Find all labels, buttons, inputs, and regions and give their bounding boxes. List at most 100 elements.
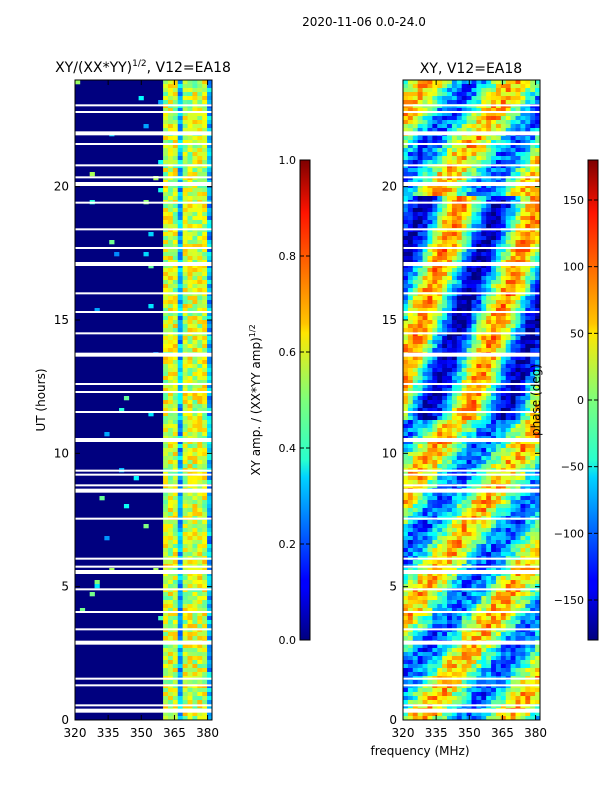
- right-heatmap-cell: [520, 304, 526, 309]
- left-heatmap-cell: [192, 204, 198, 209]
- left-heatmap-cell: [167, 184, 174, 189]
- left-heatmap-cell: [163, 460, 169, 465]
- left-heatmap-cell: [192, 324, 198, 329]
- left-heatmap-cell: [192, 116, 198, 121]
- left-heatmap-cell: [177, 188, 183, 193]
- right-heatmap-cell: [451, 496, 458, 501]
- left-heatmap-cell: [172, 140, 179, 145]
- left-heatmap-cell: [177, 632, 183, 637]
- right-heatmap-cell: [505, 388, 511, 393]
- right-heatmap-cell: [407, 124, 414, 129]
- right-heatmap-cell: [515, 524, 521, 529]
- right-heatmap-cell: [486, 256, 492, 261]
- right-heatmap-cell: [515, 504, 521, 509]
- right-heatmap-cell: [456, 400, 463, 405]
- right-heatmap-cell: [476, 204, 482, 209]
- right-heatmap-cell: [456, 376, 463, 381]
- right-heatmap-cell: [505, 184, 511, 189]
- left-heatmap-cell: [182, 612, 188, 617]
- right-heatmap-cell: [495, 340, 502, 345]
- right-heatmap-cell: [437, 312, 443, 317]
- right-heatmap-cell: [447, 212, 453, 217]
- left-heatmap-cell: [202, 296, 208, 301]
- left-heatmap-cell: [172, 400, 179, 405]
- right-heatmap-cell: [476, 312, 482, 317]
- left-heatmap-cell: [182, 108, 188, 113]
- right-heatmap-cell: [535, 120, 541, 125]
- left-heatmap-cell: [207, 404, 213, 409]
- right-heatmap-cell: [476, 84, 482, 89]
- right-heatmap-cell: [422, 540, 428, 545]
- right-heatmap-cell: [495, 84, 502, 89]
- right-heatmap-cell: [427, 184, 433, 189]
- right-heatmap-cell: [525, 416, 531, 421]
- right-heatmap-cell: [447, 344, 453, 349]
- right-heatmap-cell: [500, 376, 507, 381]
- left-heatmap-cell: [187, 592, 193, 597]
- right-heatmap-cell: [535, 388, 541, 393]
- right-heatmap-cell: [461, 540, 467, 545]
- left-heatmap-cell: [202, 512, 208, 517]
- right-heatmap-cell: [491, 320, 497, 325]
- right-heatmap-cell: [476, 148, 482, 153]
- left-heatmap-cell: [163, 508, 169, 513]
- right-heatmap-cell: [486, 508, 492, 513]
- right-heatmap-cell: [476, 240, 482, 245]
- left-heatmap-cell: [187, 420, 193, 425]
- right-heatmap-cell: [510, 372, 516, 377]
- right-heatmap-cell: [442, 388, 448, 393]
- right-heatmap-cell: [505, 112, 511, 117]
- left-heatmap-cell: [182, 476, 188, 481]
- right-heatmap-cell: [486, 148, 492, 153]
- right-heatmap-cell: [491, 316, 497, 321]
- right-heatmap-cell: [515, 340, 521, 345]
- left-heatmap-cell: [197, 652, 203, 657]
- left-heatmap-cell: [197, 480, 203, 485]
- right-heatmap-cell: [466, 96, 472, 101]
- left-heatmap-cell: [172, 392, 179, 397]
- right-heatmap-cell: [515, 356, 521, 361]
- right-heatmap-cell: [407, 280, 414, 285]
- right-heatmap-cell: [412, 140, 418, 145]
- right-heatmap-cell: [476, 420, 482, 425]
- left-heatmap-cell: [207, 88, 213, 93]
- left-heatmap-cell: [163, 232, 169, 237]
- right-heatmap-cell: [417, 480, 423, 485]
- left-heatmap-cell: [172, 548, 179, 553]
- right-heatmap-cell: [403, 208, 409, 213]
- left-heatmap-cell: [202, 128, 208, 133]
- left-heatmap-cell: [172, 680, 179, 685]
- right-heatmap-cell: [417, 464, 423, 469]
- left-heatmap-cell: [202, 492, 208, 497]
- right-heatmap-cell: [535, 204, 541, 209]
- left-heatmap-cell: [109, 240, 115, 245]
- right-heatmap-cell: [447, 184, 453, 189]
- right-heatmap-cell: [505, 192, 511, 197]
- right-heatmap-cell: [491, 372, 497, 377]
- right-heatmap-cell: [461, 136, 467, 141]
- right-heatmap-cell: [417, 112, 423, 117]
- left-heatmap-cell: [202, 220, 208, 225]
- right-heatmap-cell: [481, 344, 487, 349]
- right-heatmap-cell: [486, 192, 492, 197]
- left-heatmap-cell: [187, 192, 193, 197]
- right-heatmap-cell: [530, 172, 536, 177]
- right-heatmap-cell: [442, 112, 448, 117]
- right-heatmap-cell: [471, 204, 477, 209]
- left-data-gap: [75, 640, 212, 645]
- right-heatmap-cell: [520, 288, 526, 293]
- right-heatmap-cell: [407, 408, 414, 413]
- right-heatmap-cell: [505, 256, 511, 261]
- right-heatmap-cell: [427, 160, 433, 165]
- left-heatmap-cell: [202, 84, 208, 89]
- right-heatmap-cell: [476, 540, 482, 545]
- right-heatmap-cell: [520, 536, 526, 541]
- right-heatmap-cell: [481, 108, 487, 113]
- left-heatmap-cell: [192, 300, 198, 305]
- right-heatmap-cell: [437, 144, 443, 149]
- right-heatmap-cell: [422, 324, 428, 329]
- right-heatmap-cell: [520, 128, 526, 133]
- right-heatmap-cell: [495, 284, 502, 289]
- right-heatmap-cell: [486, 432, 492, 437]
- left-heatmap-cell: [192, 672, 198, 677]
